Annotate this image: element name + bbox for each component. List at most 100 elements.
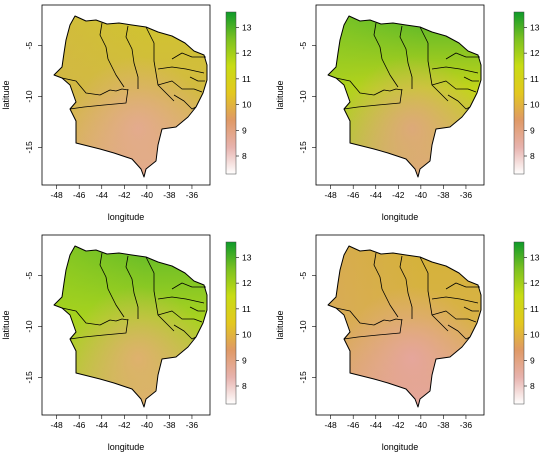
- legend-tick-label: 11: [242, 304, 251, 314]
- legend-tick-label: 8: [530, 381, 535, 391]
- x-axis-title: longitude: [108, 442, 145, 452]
- y-axis-title: latitude: [275, 310, 285, 339]
- x-axis: -48 -46 -44 -42 -40 -38 -36: [325, 184, 473, 200]
- x-tick-label: -42: [118, 190, 131, 200]
- choropleth-map: -48 -46 -44 -42 -40 -38 -36 -5 -10 -15 longitude…: [1, 4, 211, 222]
- map-layer: [327, 15, 482, 178]
- x-tick-label: -40: [141, 420, 154, 430]
- state-border: [69, 88, 129, 110]
- y-tick-label: -15: [24, 371, 34, 384]
- x-axis-title: longitude: [382, 442, 419, 452]
- legend-tick-label: 10: [242, 100, 252, 110]
- legend-tick-label: 12: [242, 48, 252, 58]
- region-fill-south: [54, 246, 207, 407]
- state-border: [189, 76, 205, 82]
- state-border: [335, 307, 403, 326]
- legend-tick-label: 8: [530, 151, 535, 161]
- state-border: [125, 255, 139, 319]
- x-tick-label: -40: [415, 190, 428, 200]
- region-fill-south: [328, 16, 481, 177]
- state-border: [431, 80, 477, 93]
- legend-tick-label: 8: [242, 381, 247, 391]
- legend-border: [225, 11, 237, 175]
- legend-tick-label: 9: [530, 125, 535, 135]
- y-axis: -5 -10 -15: [24, 272, 43, 384]
- country-outline: [327, 245, 482, 408]
- y-tick-label: -5: [24, 272, 34, 280]
- x-tick-label: -40: [141, 190, 154, 200]
- state-border: [399, 255, 413, 319]
- state-border: [335, 77, 403, 96]
- map-panel-1: -48 -46 -44 -42 -40 -38 -36 -5 -10 -15 longitude…: [1, 4, 252, 222]
- legend-border: [513, 11, 525, 175]
- x-axis: -48 -46 -44 -42 -40 -38 -36: [51, 414, 199, 430]
- y-tick-label: -10: [298, 90, 308, 103]
- y-axis: -5 -10 -15: [298, 272, 317, 384]
- state-border: [463, 306, 479, 312]
- state-border: [157, 296, 205, 304]
- legend-tick-label: 12: [530, 48, 540, 58]
- legend-tick-label: 9: [242, 355, 247, 365]
- legend-tick-label: 10: [530, 100, 540, 110]
- x-tick-label: -36: [460, 190, 473, 200]
- x-tick-label: -44: [96, 190, 109, 200]
- legend-border: [225, 241, 237, 405]
- x-tick-label: -40: [415, 420, 428, 430]
- state-border: [171, 282, 206, 290]
- y-axis: -5 -10 -15: [298, 42, 317, 154]
- state-border: [173, 324, 197, 340]
- y-tick-label: -5: [298, 42, 308, 50]
- state-border: [125, 25, 139, 89]
- legend-tick-label: 12: [530, 278, 540, 288]
- x-tick-label: -46: [73, 190, 86, 200]
- x-axis-title: longitude: [382, 212, 419, 222]
- x-axis: -48 -46 -44 -42 -40 -38 -36: [51, 184, 198, 200]
- color-legend: 13 12 11 10 9 8: [225, 11, 252, 175]
- state-border: [343, 88, 403, 110]
- legend-ticks: 13 12 11 10 9 8: [524, 252, 540, 391]
- x-axis-title: longitude: [108, 212, 145, 222]
- y-tick-label: -15: [298, 371, 308, 384]
- state-border: [463, 76, 479, 82]
- legend-tick-label: 8: [242, 151, 247, 161]
- x-tick-label: -46: [347, 190, 360, 200]
- legend-tick-label: 13: [242, 22, 252, 32]
- legend-tick-label: 12: [242, 278, 252, 288]
- x-tick-label: -38: [163, 190, 176, 200]
- x-tick-label: -48: [51, 190, 64, 200]
- y-tick-label: -15: [24, 141, 34, 154]
- legend-tick-label: 9: [242, 125, 247, 135]
- state-border: [157, 80, 203, 93]
- x-tick-label: -36: [186, 420, 199, 430]
- state-border: [431, 66, 479, 74]
- legend-tick-label: 13: [242, 252, 252, 262]
- state-border: [431, 296, 479, 304]
- state-border: [373, 252, 399, 318]
- legend-tick-label: 11: [530, 304, 539, 314]
- color-legend: 13 12 11 10 9 8: [513, 11, 540, 175]
- y-axis: -5 -10 -15: [24, 42, 43, 154]
- x-tick-label: -36: [460, 420, 473, 430]
- state-border: [157, 66, 205, 74]
- x-tick-label: -44: [96, 420, 109, 430]
- y-tick-label: -10: [24, 90, 34, 103]
- legend-ticks: 13 12 11 10 9 8: [236, 252, 252, 391]
- x-tick-label: -38: [163, 420, 176, 430]
- y-tick-label: -5: [298, 272, 308, 280]
- country-outline: [327, 15, 482, 178]
- state-border: [145, 256, 175, 332]
- x-tick-label: -38: [437, 420, 450, 430]
- state-border: [343, 318, 403, 340]
- map-layer: [327, 245, 482, 408]
- color-legend: 13 12 11 10 9 8: [513, 241, 540, 405]
- state-border: [61, 307, 129, 326]
- choropleth-map: -48 -46 -44 -42 -40 -38 -36 -5 -10 -15 longitude…: [1, 234, 211, 452]
- state-border: [373, 22, 399, 88]
- state-border: [157, 310, 203, 323]
- state-border: [171, 52, 206, 60]
- x-tick-label: -44: [370, 420, 383, 430]
- y-tick-label: -10: [24, 320, 34, 333]
- y-axis-title: latitude: [275, 80, 285, 109]
- legend-tick-label: 13: [530, 22, 540, 32]
